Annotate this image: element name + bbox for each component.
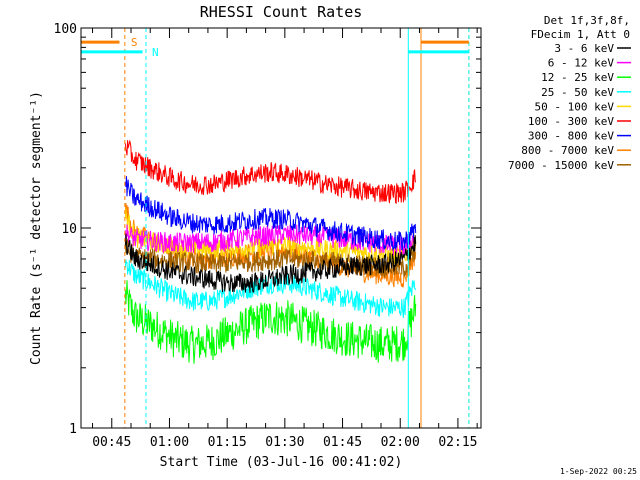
x-tick-label: 02:15 [438, 435, 477, 450]
footer-timestamp: 1-Sep-2022 00:25 [560, 467, 637, 476]
legend-label: 50 - 100 keV [535, 100, 615, 113]
legend-label: 7000 - 15000 keV [508, 159, 614, 172]
y-tick-label: 10 [61, 222, 77, 237]
series-line-25-50kev [124, 259, 417, 319]
legend-header-line-1: Det 1f,3f,8f, [544, 14, 630, 27]
y-tick-label: 1 [69, 422, 77, 437]
legend-label: 12 - 25 keV [541, 71, 614, 84]
legend-label: 6 - 12 keV [548, 57, 615, 70]
marker-label-s: S [131, 36, 138, 49]
x-tick-label: 01:00 [150, 435, 189, 450]
series-line-12-25kev [124, 280, 417, 364]
x-tick-label: 02:00 [381, 435, 420, 450]
chart-title: RHESSI Count Rates [200, 3, 363, 21]
y-axis: 1 10 100 [54, 22, 481, 437]
legend-label: 3 - 6 keV [554, 42, 614, 55]
x-tick-label: 01:30 [265, 435, 304, 450]
x-tick-label: 01:45 [323, 435, 362, 450]
legend-label: 800 - 7000 keV [521, 144, 614, 157]
traces [124, 139, 417, 364]
x-axis-label: Start Time (03-Jul-16 00:41:02) [160, 455, 403, 470]
series-line-3-6kev [124, 233, 417, 294]
x-axis: 00:45 01:00 01:15 01:30 01:45 02:00 02:15 [92, 28, 478, 450]
series-line-300-800kev [124, 176, 417, 252]
legend-label: 100 - 300 keV [528, 115, 614, 128]
y-tick-label: 100 [54, 22, 77, 37]
x-tick-label: 01:15 [208, 435, 247, 450]
legend-header-line-2: FDecim 1, Att 0 [531, 28, 630, 41]
y-axis-label: Count Rate (s⁻¹ detector segment⁻¹) [29, 91, 44, 365]
marker-label-n: N [152, 46, 159, 59]
x-tick-label: 00:45 [92, 435, 131, 450]
series-line-7000-15000kev [124, 238, 417, 279]
legend-label: 300 - 800 keV [528, 130, 614, 143]
legend-label: 25 - 50 keV [541, 86, 614, 99]
series-line-100-300kev [124, 139, 417, 205]
legend: Det 1f,3f,8f, FDecim 1, Att 0 3 - 6 keV 6… [508, 14, 631, 172]
